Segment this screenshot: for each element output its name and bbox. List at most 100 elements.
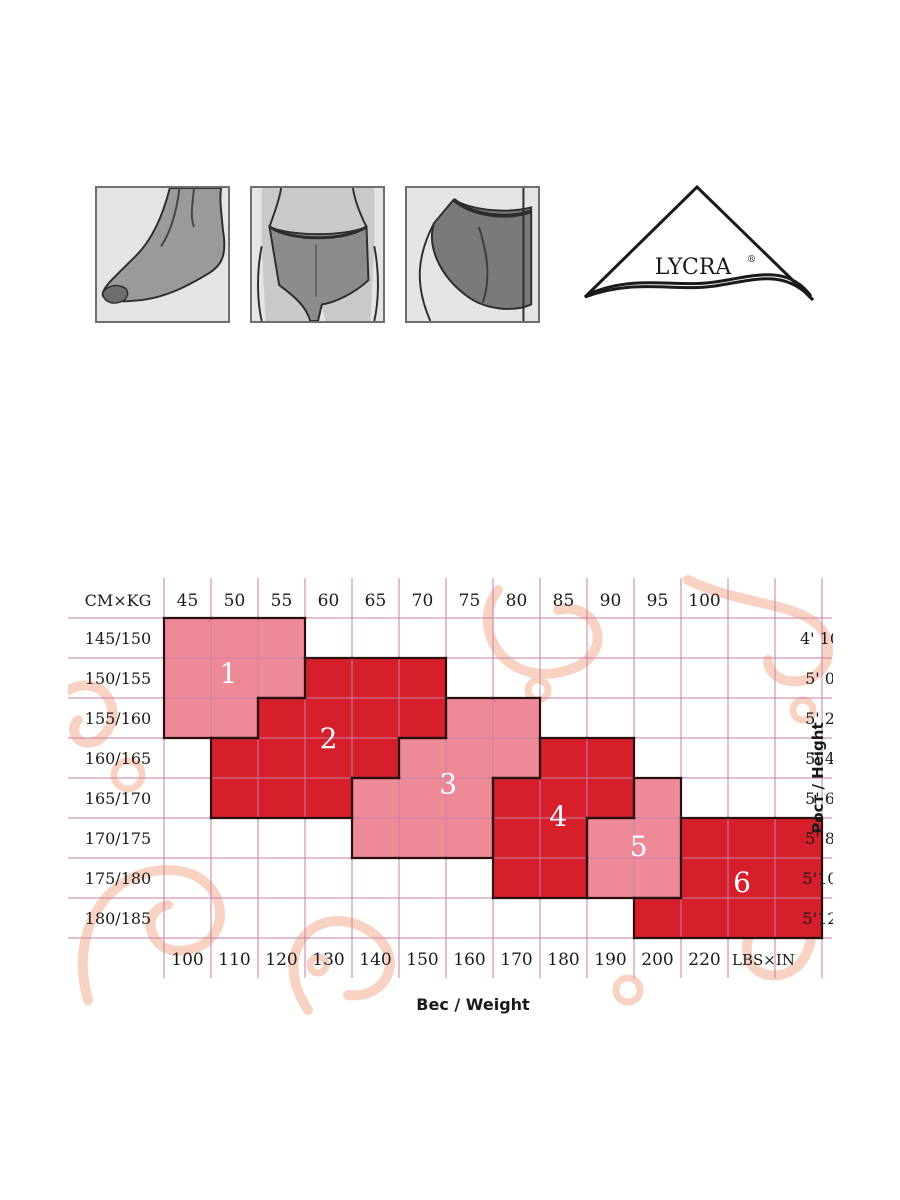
ornament-circle	[612, 974, 644, 1006]
ornament-circle	[789, 696, 817, 724]
cm-tick-label: 180/185	[85, 909, 151, 928]
size-4-cell	[493, 858, 540, 898]
inch-tick-label: 5' 8	[805, 829, 833, 848]
ornament-swirl	[68, 680, 118, 748]
size-2-label: 2	[320, 722, 338, 755]
size-5-cell	[634, 778, 681, 818]
lbs-tick-label: 190	[594, 950, 626, 970]
size-1-cell	[258, 658, 305, 698]
size-1-cell	[164, 698, 211, 738]
size-3-cell	[446, 818, 493, 858]
size-5-cell	[634, 858, 681, 898]
size-4-cell	[493, 818, 540, 858]
size-3-cell	[352, 778, 399, 818]
size-6-cell	[728, 858, 775, 898]
kg-tick-label: 55	[271, 591, 293, 611]
cm-tick-label: 175/180	[85, 869, 151, 888]
size-1-cell	[164, 658, 211, 698]
lbs-tick-label: 160	[453, 950, 485, 970]
size-2-cell	[352, 658, 399, 698]
ornament-circle	[306, 953, 330, 977]
registered-mark: ®	[747, 255, 756, 265]
size-6-cell	[728, 818, 775, 858]
size-5-label: 5	[630, 830, 648, 863]
size-2-cell	[305, 738, 352, 778]
size-2-cell	[352, 738, 399, 778]
size-1-cell	[258, 618, 305, 658]
size-3-cell	[399, 738, 446, 778]
size-3-cell	[446, 778, 493, 818]
cm-tick-label: 170/175	[85, 829, 151, 848]
size-3-cell	[446, 698, 493, 738]
lbs-tick-label: 120	[265, 950, 297, 970]
size-6-cell	[775, 898, 822, 938]
cm-tick-label: 150/155	[85, 669, 151, 688]
lbs-tick-label: 100	[171, 950, 203, 970]
inch-tick-label: 5' 0	[805, 669, 833, 688]
inch-tick-label: 5' 2	[805, 709, 833, 728]
feature-icons	[95, 186, 545, 326]
corner-label-lbs-in: LBS×IN	[732, 951, 795, 969]
size-4-label: 4	[549, 800, 567, 833]
kg-tick-label: 50	[224, 591, 246, 611]
ornament-swirl	[77, 864, 225, 1005]
size-4-cell	[540, 778, 587, 818]
lbs-tick-label: 130	[312, 950, 344, 970]
size-4-cell	[540, 818, 587, 858]
corner-label-cm-kg: CM×KG	[85, 591, 152, 610]
background-ornament	[68, 575, 833, 1015]
size-3-cell	[446, 738, 493, 778]
x-axis-title: Вес / Weight	[416, 995, 530, 1014]
size-2-cell	[305, 778, 352, 818]
size-4-cell	[587, 738, 634, 778]
lbs-tick-label: 140	[359, 950, 391, 970]
cm-tick-label: 145/150	[85, 629, 151, 648]
size-6-cell	[775, 818, 822, 858]
ornament-swirl	[482, 585, 603, 679]
lycra-wordmark: LYCRA	[655, 255, 733, 280]
size-6-cell	[681, 898, 728, 938]
size-5-cell	[587, 858, 634, 898]
size-1-cell	[211, 618, 258, 658]
inch-tick-label: 4' 10	[800, 629, 833, 648]
cm-tick-label: 165/170	[85, 789, 151, 808]
size-2-cell	[258, 698, 305, 738]
size-4-cell	[540, 738, 587, 778]
inch-tick-label: 5' 6	[805, 789, 833, 808]
size-6-cell	[634, 898, 681, 938]
size-1-label: 1	[220, 657, 238, 690]
lbs-tick-label: 200	[641, 950, 673, 970]
ornament-circle	[110, 757, 146, 793]
size-6-label: 6	[733, 866, 751, 899]
kg-tick-label: 65	[365, 591, 387, 611]
kg-tick-label: 90	[600, 591, 622, 611]
lycra-logo: LYCRA ®	[575, 182, 820, 312]
size-6-cell	[681, 858, 728, 898]
size-1-cell	[164, 618, 211, 658]
size-labels: 1 2 3 4 5 6	[220, 657, 751, 899]
kg-tick-label: 80	[506, 591, 528, 611]
kg-tick-label: 70	[412, 591, 434, 611]
size-1-cell	[211, 698, 258, 738]
lbs-tick-label: 110	[218, 950, 250, 970]
y-axis-title: Рост / Height	[809, 722, 827, 833]
foot-toe-icon	[95, 186, 230, 323]
panty-back-icon	[405, 186, 540, 323]
kg-tick-label: 60	[318, 591, 340, 611]
ornament-swirl	[683, 575, 833, 687]
inch-tick-label: 5' 4	[805, 749, 833, 768]
kg-tick-label: 100	[688, 591, 720, 611]
lbs-tick-label: 220	[688, 950, 720, 970]
kg-tick-label: 85	[553, 591, 575, 611]
size-2-cell	[305, 658, 352, 698]
size-2-cell	[211, 778, 258, 818]
size-2-cell	[211, 738, 258, 778]
size-1-cell	[211, 658, 258, 698]
lbs-tick-label: 170	[500, 950, 532, 970]
lbs-tick-label: 180	[547, 950, 579, 970]
inch-tick-label: 5'12	[803, 909, 833, 928]
size-4-cell	[587, 778, 634, 818]
